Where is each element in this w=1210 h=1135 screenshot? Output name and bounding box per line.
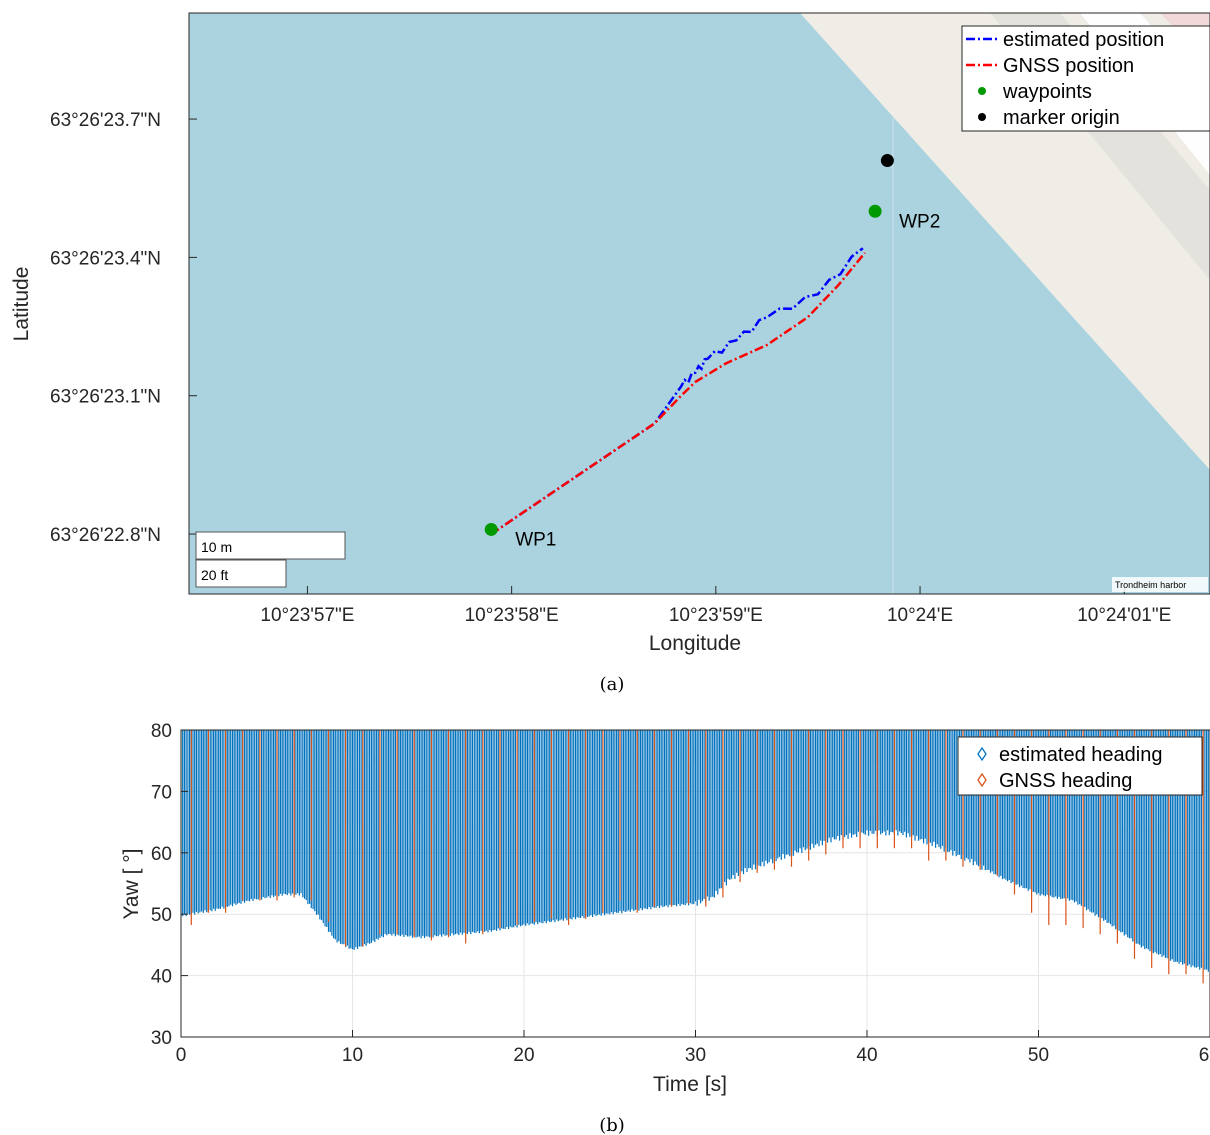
map-frame xyxy=(188,12,1210,595)
yaw-ticks: 0 10 20 30 40 50 6 30 40 50 60 70 80 xyxy=(151,721,1210,1066)
scale-bar-imperial: 20 ft xyxy=(201,567,228,583)
legend-gnss: GNSS position xyxy=(1003,55,1134,77)
yaw-legend: estimated heading GNSS heading xyxy=(957,736,1203,796)
yaw-xtick-label-2: 20 xyxy=(513,1045,534,1066)
yaw-ytick-label-5: 80 xyxy=(151,721,172,742)
waypoint-label-2: WP2 xyxy=(899,211,940,232)
yaw-ytick-label-2: 50 xyxy=(151,905,172,926)
map-ylabel: Latitude xyxy=(10,267,33,342)
yaw-ylabel: Yaw [ °] xyxy=(120,848,143,919)
legend-marker-origin xyxy=(978,113,986,121)
map-legend: estimated position GNSS position waypoin… xyxy=(961,25,1210,132)
map-attribution: Trondheim harbor xyxy=(1112,577,1208,592)
marker-origin-point xyxy=(880,154,894,168)
yaw-xtick-label-6: 6 xyxy=(1199,1045,1210,1066)
map-xlabel: Longitude xyxy=(649,632,741,655)
map-ytick-label-0: 63°26'23.7"N xyxy=(50,110,161,131)
map-xtick-label-3: 10°24'E xyxy=(887,605,953,626)
waypoint-marker-2 xyxy=(868,204,882,218)
legend-estimated: estimated position xyxy=(1003,29,1164,51)
legend-estimated-heading: estimated heading xyxy=(999,744,1162,766)
legend-marker-waypoints xyxy=(978,87,986,95)
map-ytick-label-1: 63°26'23.4"N xyxy=(50,248,161,269)
attribution-text: Trondheim harbor xyxy=(1115,580,1186,590)
caption-b: (b) xyxy=(599,1115,625,1135)
legend-marker-estimated-heading xyxy=(977,746,987,762)
map-xtick-label-2: 10°23'59"E xyxy=(669,605,763,626)
yaw-xtick-label-4: 40 xyxy=(856,1045,877,1066)
map-track-gnss xyxy=(490,252,866,536)
scale-bar-metric: 10 m xyxy=(201,539,232,555)
caption-a: (a) xyxy=(600,674,625,695)
yaw-ytick-label-0: 30 xyxy=(151,1028,172,1049)
map-panel: 10°23'57"E 10°23'58"E 10°23'59"E 10°24'E 10°… xyxy=(10,12,1210,655)
map-ytick-label-3: 63°26'22.8"N xyxy=(50,525,161,546)
legend-waypoints: waypoints xyxy=(1002,81,1092,103)
legend-gnss-heading: GNSS heading xyxy=(999,770,1132,792)
map-ticks: 10°23'57"E 10°23'58"E 10°23'59"E 10°24'E 10°… xyxy=(50,110,1171,626)
map-xtick-label-1: 10°23'58"E xyxy=(465,605,559,626)
yaw-xtick-label-1: 10 xyxy=(342,1045,363,1066)
scale-bar: 10 m 20 ft xyxy=(195,531,346,588)
map-xtick-label-4: 10°24'01"E xyxy=(1077,605,1171,626)
map-series xyxy=(490,247,866,536)
yaw-ytick-label-4: 70 xyxy=(151,782,172,803)
yaw-xtick-label-0: 0 xyxy=(176,1045,187,1066)
waypoint-marker-1 xyxy=(484,522,498,536)
map-xtick-label-0: 10°23'57"E xyxy=(260,605,354,626)
map-points: WP1 WP2 xyxy=(484,154,940,550)
yaw-ytick-label-3: 60 xyxy=(151,844,172,865)
yaw-panel: 0 10 20 30 40 50 6 30 40 50 60 70 80 estimated headi… xyxy=(120,721,1210,1096)
yaw-ytick-label-1: 40 xyxy=(151,967,172,988)
waypoint-label-1: WP1 xyxy=(515,529,556,550)
legend-marker-gnss-heading xyxy=(977,772,987,788)
legend-origin: marker origin xyxy=(1003,107,1120,129)
yaw-xlabel: Time [s] xyxy=(653,1073,727,1096)
yaw-xtick-label-3: 30 xyxy=(685,1045,706,1066)
yaw-xtick-label-5: 50 xyxy=(1028,1045,1049,1066)
map-ytick-label-2: 63°26'23.1"N xyxy=(50,387,161,408)
